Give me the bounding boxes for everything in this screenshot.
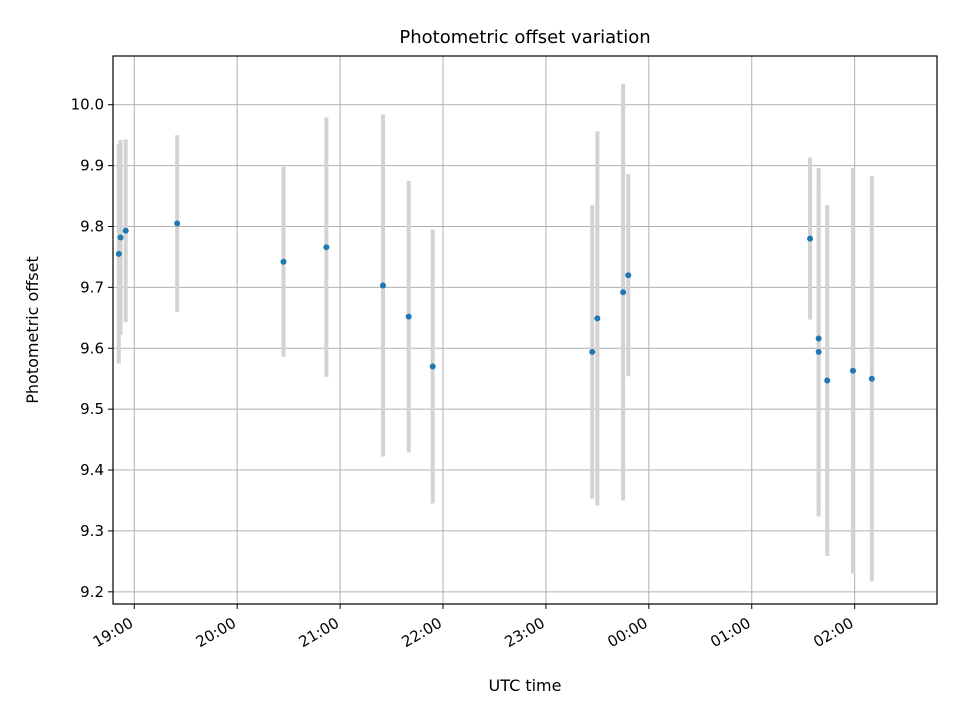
data-point (280, 258, 287, 265)
y-tick-label: 10.0 (71, 96, 104, 114)
y-tick-label: 9.5 (80, 400, 104, 418)
y-axis-ticks: 9.2 9.3 9.4 9.5 9.6 9.7 9.8 9.9 10.0 (71, 96, 113, 601)
y-tick-label: 9.4 (80, 461, 104, 479)
data-point (807, 235, 814, 242)
data-point (815, 335, 822, 342)
data-point (429, 363, 436, 370)
data-point (849, 367, 856, 374)
x-tick-label: 19:00 (90, 614, 136, 651)
plot-frame (112, 55, 938, 605)
x-tick-label: 20:00 (193, 614, 239, 651)
y-axis-label: Photometric offset (23, 256, 42, 404)
data-point (594, 315, 601, 322)
x-tick-label: 23:00 (501, 614, 547, 651)
data-point (824, 377, 831, 384)
x-tick-label: 01:00 (707, 614, 753, 651)
x-tick-label: 21:00 (296, 614, 342, 651)
data-point (115, 250, 122, 257)
data-point (122, 227, 129, 234)
data-point (868, 375, 875, 382)
data-point (405, 313, 412, 320)
y-tick-label: 9.9 (80, 157, 104, 175)
data-point (379, 282, 386, 289)
error-bars (116, 84, 874, 582)
data-point (625, 272, 632, 279)
data-point (174, 220, 181, 227)
y-tick-label: 9.2 (80, 583, 104, 601)
x-axis-ticks: 19:00 20:00 21:00 22:00 23:00 00:00 01:00 02:00 (90, 604, 857, 651)
y-tick-label: 9.7 (80, 278, 104, 296)
chart-title: Photometric offset variation (399, 27, 650, 48)
x-tick-label: 02:00 (810, 614, 856, 651)
x-tick-label: 00:00 (604, 614, 650, 651)
x-tick-label: 22:00 (399, 614, 445, 651)
y-tick-label: 9.3 (80, 522, 104, 540)
x-axis-label: UTC time (489, 676, 562, 695)
y-tick-label: 9.8 (80, 217, 104, 235)
grid (113, 56, 937, 604)
data-point (815, 348, 822, 355)
data-points (115, 220, 875, 384)
data-point (323, 244, 330, 251)
y-tick-label: 9.6 (80, 339, 104, 357)
data-point (117, 234, 124, 241)
data-point (589, 348, 596, 355)
data-point (620, 289, 627, 296)
